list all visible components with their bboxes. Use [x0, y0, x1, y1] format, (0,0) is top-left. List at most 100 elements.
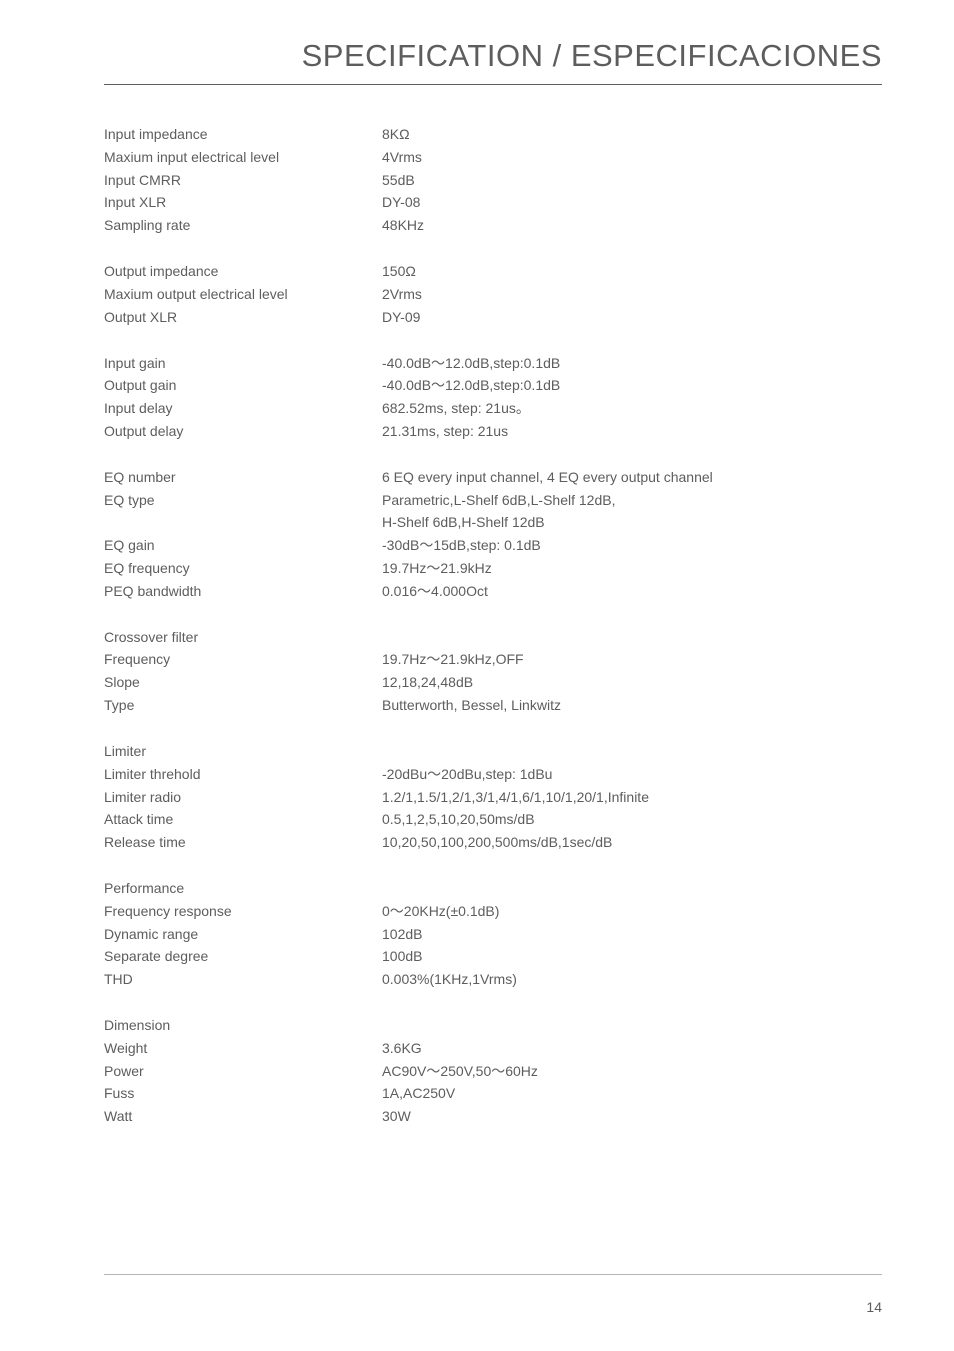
spec-label: Type: [104, 694, 382, 717]
spec-value: -40.0dB～12.0dB,step:0.1dB: [382, 352, 882, 375]
spec-value: H-Shelf 6dB,H-Shelf 12dB: [382, 511, 882, 534]
spec-label: Maxium input electrical level: [104, 146, 382, 169]
spec-value: 21.31ms, step: 21us: [382, 420, 882, 443]
spec-row: Maxium input electrical level4Vrms: [104, 146, 882, 169]
spec-value: 2Vrms: [382, 283, 882, 306]
spec-label: Output XLR: [104, 306, 382, 329]
spec-value: 4Vrms: [382, 146, 882, 169]
spec-label: EQ gain: [104, 534, 382, 557]
spec-label: PEQ bandwidth: [104, 580, 382, 603]
spec-value: -40.0dB～12.0dB,step:0.1dB: [382, 374, 882, 397]
spec-row: Input impedance8KΩ: [104, 123, 882, 146]
spec-row: Attack time 0.5,1,2,5,10,20,50ms/dB: [104, 808, 882, 831]
spec-row: Maxium output electrical level2Vrms: [104, 283, 882, 306]
spec-value: DY-09: [382, 306, 882, 329]
spec-row: Crossover filter: [104, 626, 882, 649]
spec-label: Separate degree: [104, 945, 382, 968]
spec-label: EQ frequency: [104, 557, 382, 580]
spec-row: Input gain -40.0dB～12.0dB,step:0.1dB: [104, 352, 882, 375]
spec-label: Performance: [104, 877, 382, 900]
spec-label: Dimension: [104, 1014, 382, 1037]
spec-row: Output XLRDY-09: [104, 306, 882, 329]
spec-row: Power AC90V～250V,50～60Hz: [104, 1060, 882, 1083]
spec-value: 55dB: [382, 169, 882, 192]
spec-block: Output impedance150ΩMaxium output electr…: [104, 260, 882, 328]
spec-label: Input gain: [104, 352, 382, 375]
spec-row: Limiter: [104, 740, 882, 763]
spec-row: Output gain -40.0dB～12.0dB,step:0.1dB: [104, 374, 882, 397]
spec-value: 1A,AC250V: [382, 1082, 882, 1105]
spec-value: 1.2/1,1.5/1,2/1,3/1,4/1,6/1,10/1,20/1,In…: [382, 786, 882, 809]
spec-block: Crossover filterFrequency 19.7Hz～21.9kHz…: [104, 626, 882, 717]
spec-value: Butterworth, Bessel, Linkwitz: [382, 694, 882, 717]
spec-row: Fuss 1A,AC250V: [104, 1082, 882, 1105]
spec-row: THD 0.003%(1KHz,1Vrms): [104, 968, 882, 991]
spec-label: Slope: [104, 671, 382, 694]
spec-value: 0.5,1,2,5,10,20,50ms/dB: [382, 808, 882, 831]
spec-label: Fuss: [104, 1082, 382, 1105]
spec-row: Input XLRDY-08: [104, 191, 882, 214]
spec-row: Slope 12,18,24,48dB: [104, 671, 882, 694]
spec-value: 6 EQ every input channel, 4 EQ every out…: [382, 466, 882, 489]
spec-value: 19.7Hz～21.9kHz: [382, 557, 882, 580]
footer-divider: [104, 1274, 882, 1275]
spec-row: Watt 30W: [104, 1105, 882, 1128]
spec-value: 102dB: [382, 923, 882, 946]
spec-value: 30W: [382, 1105, 882, 1128]
spec-value: 100dB: [382, 945, 882, 968]
spec-row: Sampling rate48KHz: [104, 214, 882, 237]
spec-label: Power: [104, 1060, 382, 1083]
spec-row: Separate degree100dB: [104, 945, 882, 968]
spec-row: Performance: [104, 877, 882, 900]
spec-block: DimensionWeight 3.6KGPower AC90V～250V,50…: [104, 1014, 882, 1128]
spec-label: Frequency response: [104, 900, 382, 923]
spec-label: Limiter radio: [104, 786, 382, 809]
spec-row: Frequency response 0～20KHz(±0.1dB): [104, 900, 882, 923]
spec-value: AC90V～250V,50～60Hz: [382, 1060, 882, 1083]
page-number: 14: [866, 1299, 882, 1315]
spec-value: 12,18,24,48dB: [382, 671, 882, 694]
spec-value: Parametric,L-Shelf 6dB,L-Shelf 12dB,: [382, 489, 882, 512]
spec-label: Input impedance: [104, 123, 382, 146]
spec-row: Output impedance150Ω: [104, 260, 882, 283]
spec-value: DY-08: [382, 191, 882, 214]
spec-row: Dynamic range102dB: [104, 923, 882, 946]
spec-label: Output impedance: [104, 260, 382, 283]
spec-label: Sampling rate: [104, 214, 382, 237]
spec-value: 682.52ms, step: 21us。: [382, 397, 882, 420]
spec-row: Limiter radio 1.2/1,1.5/1,2/1,3/1,4/1,6/…: [104, 786, 882, 809]
spec-container: Input impedance8KΩMaxium input electrica…: [104, 123, 882, 1128]
spec-row: Limiter threhold -20dBu～20dBu,step: 1dBu: [104, 763, 882, 786]
spec-label: Input XLR: [104, 191, 382, 214]
spec-row: Release time 10,20,50,100,200,500ms/dB,1…: [104, 831, 882, 854]
spec-label: Maxium output electrical level: [104, 283, 382, 306]
spec-row: Output delay 21.31ms, step: 21us: [104, 420, 882, 443]
spec-label: Attack time: [104, 808, 382, 831]
spec-value: 0.003%(1KHz,1Vrms): [382, 968, 882, 991]
spec-label: EQ number: [104, 466, 382, 489]
spec-block: PerformanceFrequency response 0～20KHz(±0…: [104, 877, 882, 991]
spec-block: EQ number 6 EQ every input channel, 4 EQ…: [104, 466, 882, 603]
spec-label: Input CMRR: [104, 169, 382, 192]
spec-value: 0～20KHz(±0.1dB): [382, 900, 882, 923]
spec-label: Frequency: [104, 648, 382, 671]
spec-row: Dimension: [104, 1014, 882, 1037]
spec-value: 0.016～4.000Oct: [382, 580, 882, 603]
spec-block: Input impedance8KΩMaxium input electrica…: [104, 123, 882, 237]
spec-value: -30dB～15dB,step: 0.1dB: [382, 534, 882, 557]
spec-row: PEQ bandwidth 0.016～4.000Oct: [104, 580, 882, 603]
spec-value: 8KΩ: [382, 123, 882, 146]
spec-label: Output gain: [104, 374, 382, 397]
spec-label: Release time: [104, 831, 382, 854]
spec-row: EQ frequency 19.7Hz～21.9kHz: [104, 557, 882, 580]
title-divider: [104, 84, 882, 85]
spec-value: -20dBu～20dBu,step: 1dBu: [382, 763, 882, 786]
spec-label: Limiter: [104, 740, 382, 763]
spec-value: 3.6KG: [382, 1037, 882, 1060]
spec-label: Crossover filter: [104, 626, 382, 649]
spec-row: Input CMRR55dB: [104, 169, 882, 192]
spec-row: Weight 3.6KG: [104, 1037, 882, 1060]
page-title: SPECIFICATION / ESPECIFICACIONES: [104, 38, 882, 74]
spec-row: Frequency 19.7Hz～21.9kHz,OFF: [104, 648, 882, 671]
spec-row: Type Butterworth, Bessel, Linkwitz: [104, 694, 882, 717]
